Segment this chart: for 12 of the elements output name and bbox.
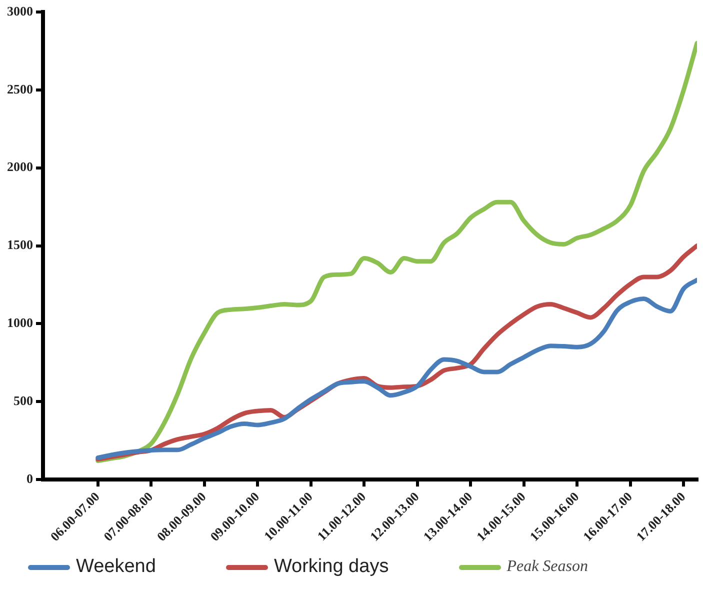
y-tick-label: 3000	[7, 3, 33, 18]
y-tick-label: 2500	[7, 81, 33, 96]
legend-label: Working days	[274, 556, 389, 578]
y-tick-label: 0	[26, 470, 33, 486]
line-series	[96, 40, 697, 464]
y-tick-label: 1000	[7, 315, 33, 330]
line-series	[96, 278, 697, 460]
y-tick-label: 2000	[7, 159, 33, 174]
y-tick-label: 1500	[7, 237, 33, 252]
legend-label: Peak Season	[506, 558, 588, 576]
y-tick-label: 500	[14, 392, 33, 408]
legend-label: Weekend	[76, 556, 156, 578]
